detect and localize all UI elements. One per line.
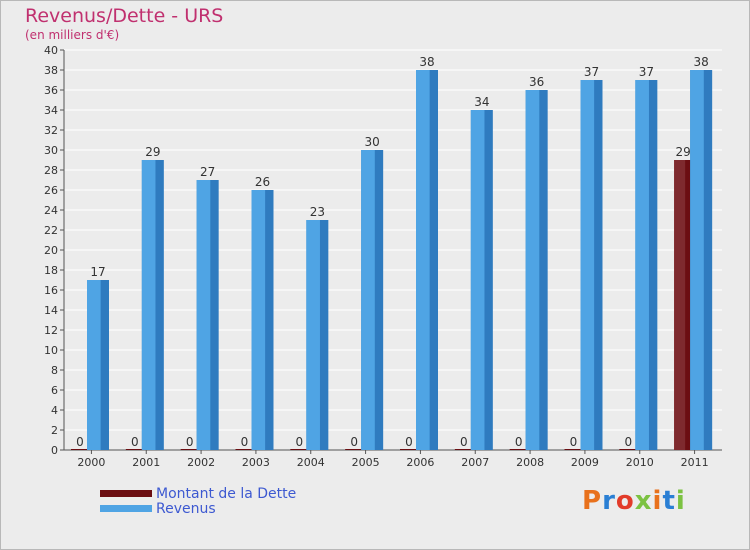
data-label-revenus: 34 [474, 95, 489, 109]
y-tick-label: 38 [44, 64, 58, 77]
bar-revenus-highlight [141, 160, 156, 450]
bar-dette [509, 449, 532, 450]
x-tick-label: 2001 [132, 456, 160, 469]
y-tick-label: 32 [44, 124, 58, 137]
bar-dette [400, 449, 422, 450]
bar-dette [125, 449, 148, 450]
data-label-dette: 0 [405, 435, 413, 449]
bar-revenus-highlight [690, 70, 704, 450]
bar-revenus-highlight [416, 70, 430, 450]
bar-revenus-highlight [196, 180, 211, 450]
data-label-revenus: 30 [365, 135, 380, 149]
logo-letter: x [634, 486, 653, 516]
logo-letter: P [582, 486, 603, 516]
legend-swatch-dette [100, 490, 152, 497]
data-label-revenus: 23 [310, 205, 325, 219]
x-tick-label: 2006 [406, 456, 434, 469]
y-tick-label: 4 [51, 404, 58, 417]
data-label-revenus: 36 [529, 75, 544, 89]
data-label-dette: 0 [515, 435, 523, 449]
bar-dette [180, 449, 203, 450]
x-tick-label: 2004 [297, 456, 325, 469]
x-tick-label: 2000 [77, 456, 105, 469]
bar-dette [290, 449, 313, 450]
y-tick-label: 16 [44, 284, 58, 297]
data-label-revenus: 37 [584, 65, 599, 79]
proxiti-logo: Proxiti [582, 486, 686, 516]
legend-label-dette: Montant de la Dette [156, 486, 297, 502]
data-label-dette: 0 [460, 435, 468, 449]
bar-dette [235, 449, 258, 450]
bar-revenus-highlight [361, 150, 375, 450]
y-tick-label: 8 [51, 364, 58, 377]
logo-letter: o [615, 486, 635, 516]
y-tick-label: 14 [44, 304, 58, 317]
data-label-revenus: 17 [90, 265, 105, 279]
data-label-revenus: 26 [255, 175, 270, 189]
x-tick-label: 2002 [187, 456, 215, 469]
bar-revenus-highlight [251, 190, 266, 450]
data-label-dette: 0 [241, 435, 249, 449]
data-label-dette: 0 [131, 435, 139, 449]
data-label-dette: 0 [186, 435, 194, 449]
data-label-dette: 0 [625, 435, 633, 449]
y-tick-label: 20 [44, 244, 58, 257]
data-label-dette: 0 [570, 435, 578, 449]
bar-revenus-highlight [580, 80, 595, 450]
x-tick-label: 2005 [352, 456, 380, 469]
x-tick-label: 2008 [516, 456, 544, 469]
bar-dette [619, 449, 642, 450]
bar-revenus-highlight [306, 220, 320, 450]
y-tick-label: 40 [44, 44, 58, 57]
data-label-revenus: 27 [200, 165, 215, 179]
bar-dette-highlight [674, 160, 686, 450]
data-label-dette: 0 [350, 435, 358, 449]
data-label-dette: 0 [296, 435, 304, 449]
data-label-dette: 0 [76, 435, 84, 449]
chart-title: Revenus/Dette - URS [25, 5, 224, 27]
y-tick-label: 6 [51, 384, 58, 397]
bar-revenus-highlight [87, 280, 101, 450]
bar-dette [71, 449, 93, 450]
y-tick-label: 24 [44, 204, 58, 217]
data-label-revenus: 38 [694, 55, 709, 69]
bar-revenus-highlight [635, 80, 649, 450]
bar-dette [345, 449, 368, 450]
bar-dette [564, 449, 587, 450]
logo-letter: i [675, 486, 686, 516]
logo-letter: r [602, 486, 616, 516]
y-tick-label: 36 [44, 84, 58, 97]
data-label-revenus: 38 [419, 55, 434, 69]
y-tick-label: 26 [44, 184, 58, 197]
y-tick-label: 28 [44, 164, 58, 177]
y-tick-label: 12 [44, 324, 58, 337]
x-tick-label: 2009 [571, 456, 599, 469]
y-tick-label: 30 [44, 144, 58, 157]
data-label-revenus: 37 [639, 65, 654, 79]
bar-revenus-highlight [470, 110, 485, 450]
x-tick-label: 2007 [461, 456, 489, 469]
y-tick-label: 10 [44, 344, 58, 357]
y-tick-label: 34 [44, 104, 58, 117]
x-tick-label: 2003 [242, 456, 270, 469]
y-tick-label: 18 [44, 264, 58, 277]
bar-revenus-highlight [525, 90, 540, 450]
y-tick-label: 2 [51, 424, 58, 437]
legend-label-revenus: Revenus [156, 501, 216, 517]
chart-subtitle: (en milliers d'€) [25, 28, 120, 42]
logo-letter: t [662, 486, 676, 516]
x-tick-label: 2011 [681, 456, 709, 469]
data-label-revenus: 29 [145, 145, 160, 159]
x-tick-label: 2010 [626, 456, 654, 469]
bar-dette [454, 449, 477, 450]
data-label-dette: 29 [676, 145, 691, 159]
y-tick-label: 22 [44, 224, 58, 237]
logo-letter: i [652, 486, 663, 516]
legend-swatch-revenus [100, 505, 152, 512]
y-tick-label: 0 [51, 444, 58, 457]
